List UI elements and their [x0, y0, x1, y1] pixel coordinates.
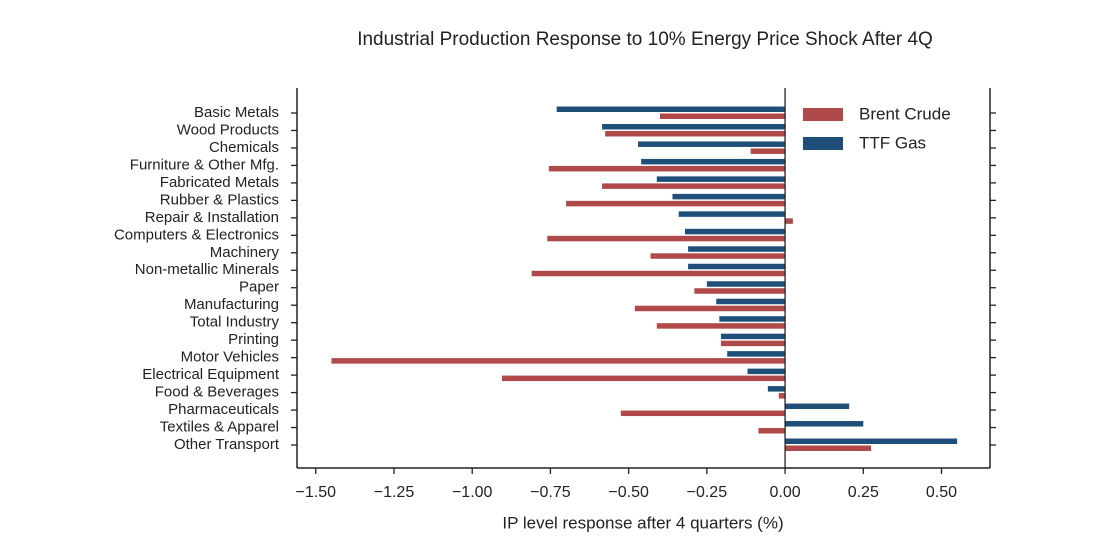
- y-tick-label: Rubber & Plastics: [160, 191, 279, 208]
- y-tick-label: Basic Metals: [194, 104, 279, 121]
- bar: [720, 340, 786, 347]
- y-tick-label: Motor Vehicles: [181, 349, 279, 366]
- bar: [605, 130, 786, 137]
- legend-swatch: [803, 137, 843, 150]
- y-tick-label: Chemicals: [209, 139, 279, 156]
- bar: [785, 445, 872, 451]
- bar: [602, 123, 786, 130]
- y-tick-label: Total Industry: [190, 314, 280, 331]
- x-tick-label: −0.50: [608, 484, 649, 501]
- bar: [785, 403, 850, 410]
- y-tick-label: Electrical Equipment: [142, 366, 280, 383]
- bar: [720, 333, 786, 340]
- legend-label: TTF Gas: [859, 133, 926, 152]
- legend-swatch: [803, 108, 843, 121]
- x-tick-label: 0.25: [848, 484, 879, 501]
- x-tick-label: −0.75: [530, 484, 571, 501]
- bar: [659, 113, 786, 119]
- x-tick-label: −0.25: [687, 484, 728, 501]
- bar: [620, 410, 786, 417]
- bar: [785, 438, 958, 444]
- y-tick-label: Printing: [228, 331, 279, 348]
- bar: [684, 228, 786, 235]
- bar: [634, 305, 786, 312]
- bar: [716, 298, 786, 305]
- bar: [547, 235, 786, 242]
- bar: [719, 316, 786, 322]
- bar: [656, 176, 786, 182]
- y-tick-label: Other Transport: [174, 436, 280, 453]
- x-tick-label: 0.50: [926, 484, 957, 501]
- bar: [331, 358, 786, 364]
- y-tick-label: Paper: [239, 279, 279, 296]
- bar: [566, 200, 786, 207]
- bar: [758, 428, 786, 434]
- bar: [688, 263, 786, 270]
- bar: [641, 158, 786, 165]
- y-tick-label: Repair & Installation: [145, 209, 279, 226]
- y-tick-label: Furniture & Other Mfg.: [130, 156, 279, 173]
- bar: [672, 193, 786, 200]
- bar: [556, 106, 786, 112]
- bar: [706, 281, 786, 287]
- bar: [688, 246, 786, 252]
- x-tick-label: 0.00: [770, 484, 801, 501]
- bar: [602, 183, 786, 189]
- y-tick-label: Computers & Electronics: [114, 226, 279, 243]
- bar: [694, 288, 786, 294]
- bar: [747, 368, 786, 375]
- y-tick-label: Non-metallic Minerals: [135, 261, 279, 278]
- y-tick-label: Food & Beverages: [155, 384, 279, 401]
- x-tick-label: −1.25: [374, 484, 415, 501]
- bar: [767, 386, 786, 392]
- bar: [785, 218, 793, 224]
- x-axis-label: IP level response after 4 quarters (%): [502, 513, 783, 532]
- bar: [638, 141, 786, 147]
- y-tick-label: Fabricated Metals: [160, 174, 279, 191]
- bar: [678, 211, 786, 217]
- bar: [750, 148, 786, 154]
- y-tick-label: Pharmaceuticals: [168, 401, 279, 418]
- bar: [650, 253, 786, 259]
- y-tick-label: Wood Products: [177, 121, 279, 138]
- bar: [778, 393, 786, 399]
- y-tick-label: Textiles & Apparel: [160, 418, 279, 435]
- legend-label: Brent Crude: [859, 104, 951, 123]
- bar: [548, 165, 786, 172]
- x-tick-label: −1.50: [296, 484, 337, 501]
- bar: [727, 351, 786, 357]
- bar: [501, 375, 786, 382]
- bar: [656, 323, 786, 329]
- y-tick-label: Machinery: [210, 244, 280, 261]
- x-tick-label: −1.00: [452, 484, 493, 501]
- y-tick-label: Manufacturing: [184, 296, 279, 313]
- bar: [785, 421, 864, 427]
- bar: [531, 270, 786, 277]
- chart-title: Industrial Production Response to 10% En…: [357, 29, 933, 50]
